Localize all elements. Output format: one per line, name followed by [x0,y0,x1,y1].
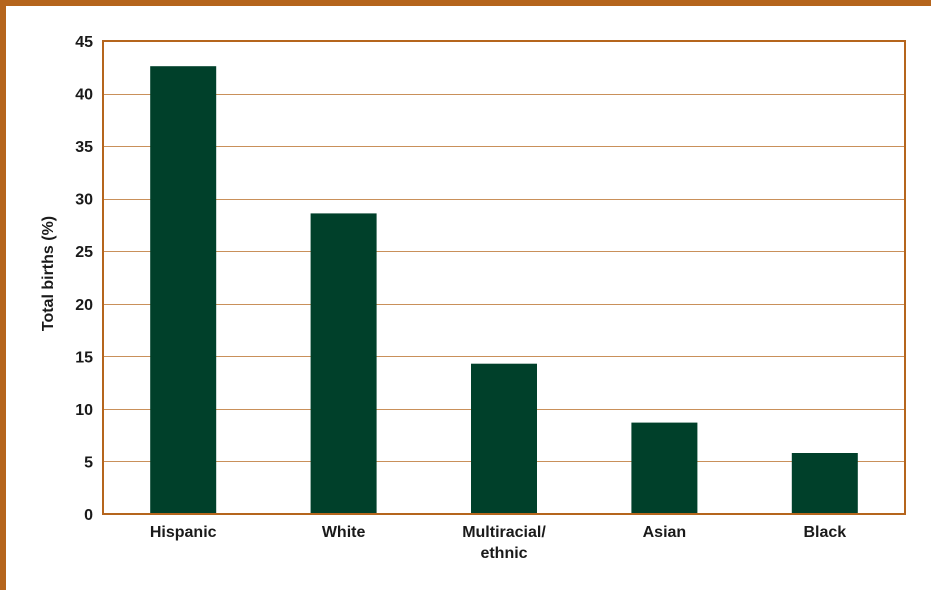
y-axis-title: Total births (%) [40,216,57,331]
plot-area-border [102,40,906,515]
bars [150,66,858,514]
x-tick-label: White [322,524,366,541]
x-tick-label: Hispanic [150,524,217,541]
bar-4 [631,422,698,514]
y-tick-label: 25 [75,244,93,261]
bar-5 [791,453,858,514]
bar-3 [471,363,537,514]
y-tick-label: 35 [75,139,93,156]
y-tick-label: 45 [75,34,93,51]
frame-top-rule [0,0,931,6]
x-tick-label: Asian [643,524,687,541]
y-tick-label: 20 [75,297,93,314]
bar-1 [150,66,217,514]
bar-2 [310,213,377,514]
y-tick-label: 15 [75,349,93,366]
x-tick-label: Black [803,524,846,541]
y-tick-labels: 0 5 10 15 20 25 30 35 40 45 [75,34,93,524]
y-tick-label: 10 [75,402,93,419]
frame-left-rule [0,0,6,590]
x-tick-labels: Hispanic White Multiracial/ethnic Asian Blac… [150,524,846,562]
y-tick-label: 40 [75,87,93,104]
y-tick-label: 5 [84,454,93,471]
y-tick-label: 30 [75,192,93,209]
x-tick-label: Multiracial/ethnic [462,524,546,562]
y-tick-label: 0 [84,507,93,524]
gridlines [103,94,905,462]
plot-border [102,40,906,515]
